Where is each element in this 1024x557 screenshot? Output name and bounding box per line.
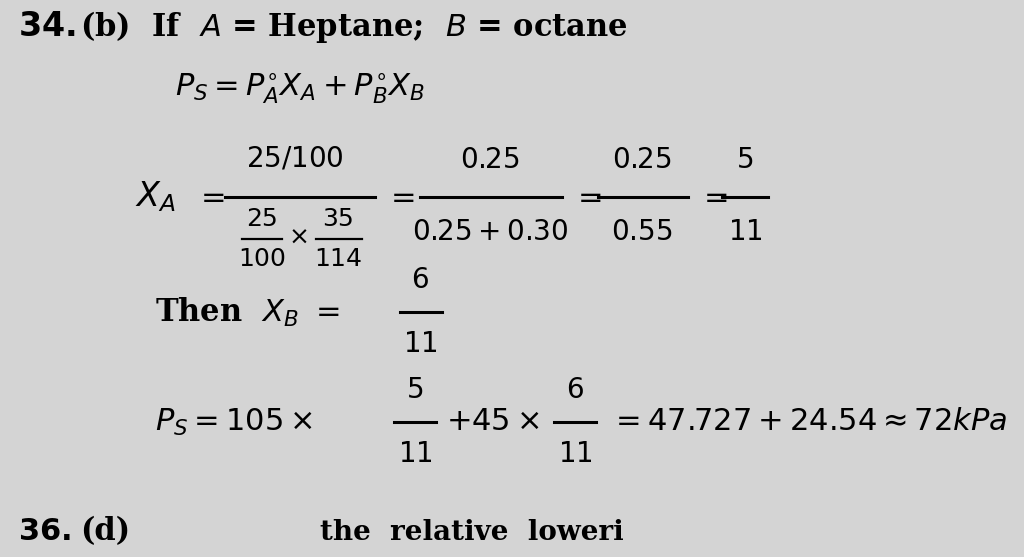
Text: $114$: $114$ <box>313 247 362 271</box>
Text: $6$: $6$ <box>566 377 584 403</box>
Text: $=$: $=$ <box>698 182 728 213</box>
Text: $11$: $11$ <box>728 219 762 247</box>
Text: $= 47.727 + 24.54 \approx 72kPa$: $= 47.727 + 24.54 \approx 72kPa$ <box>610 407 1008 437</box>
Text: $11$: $11$ <box>402 330 437 358</box>
Text: $\mathbf{34.}$: $\mathbf{34.}$ <box>18 11 76 43</box>
Text: $25/100$: $25/100$ <box>246 145 344 173</box>
Text: $0.25$: $0.25$ <box>460 148 520 174</box>
Text: $\times$: $\times$ <box>288 225 308 249</box>
Text: $25$: $25$ <box>246 207 278 231</box>
Text: $0.25$: $0.25$ <box>612 148 672 174</box>
Text: $5$: $5$ <box>407 377 424 403</box>
Text: $0.55$: $0.55$ <box>611 219 673 247</box>
Text: $=$: $=$ <box>385 182 416 213</box>
Text: $11$: $11$ <box>397 441 432 467</box>
Text: (b)  If  $A$ = Heptane;  $B$ = octane: (b) If $A$ = Heptane; $B$ = octane <box>80 9 628 45</box>
Text: $X_A$: $X_A$ <box>135 180 176 214</box>
Text: $35$: $35$ <box>323 207 353 231</box>
Text: Then  $X_B$ $=$: Then $X_B$ $=$ <box>155 295 340 329</box>
Text: $5$: $5$ <box>736 148 754 174</box>
Text: (d): (d) <box>80 516 130 548</box>
Text: $=$: $=$ <box>572 182 602 213</box>
Text: $6$: $6$ <box>411 266 429 294</box>
Text: $P_S = 105\times$: $P_S = 105\times$ <box>155 407 312 438</box>
Text: $\mathbf{36.}$: $\mathbf{36.}$ <box>18 516 71 548</box>
Text: $100$: $100$ <box>238 247 286 271</box>
Text: $0.25 + 0.30$: $0.25 + 0.30$ <box>412 219 568 247</box>
Text: the  relative  loweri: the relative loweri <box>319 519 624 545</box>
Text: $=$: $=$ <box>195 182 225 213</box>
Text: $P_S = P_A^{\circ}X_A + P_B^{\circ}X_B$: $P_S = P_A^{\circ}X_A + P_B^{\circ}X_B$ <box>175 71 425 106</box>
Text: $+ 45\times$: $+ 45\times$ <box>446 407 540 437</box>
Text: $11$: $11$ <box>558 441 592 467</box>
